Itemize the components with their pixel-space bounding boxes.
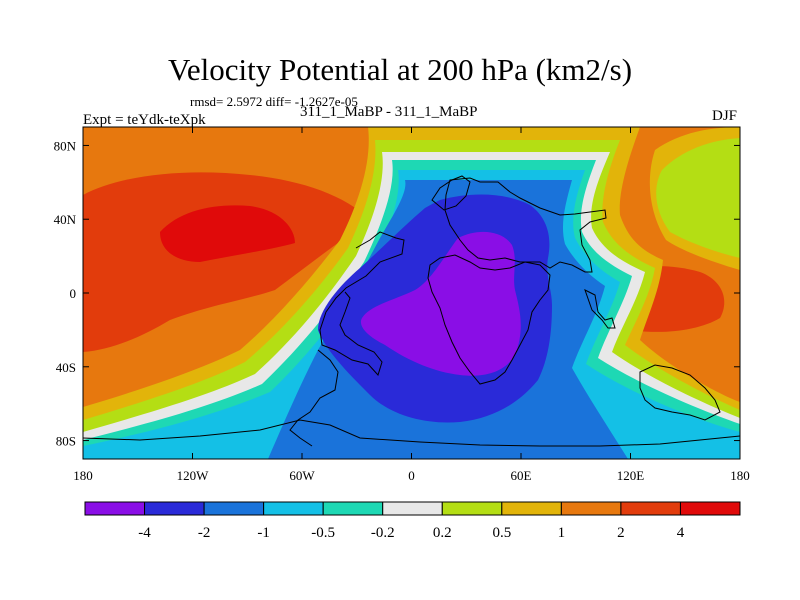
colorbar: -4 -2 -1 -0.5 -0.2 0.2 0.5 1 2 4 <box>84 501 741 541</box>
colorbar-swatch <box>203 501 265 516</box>
x-tick-label: 60W <box>289 468 315 483</box>
colorbar-swatch <box>322 501 384 516</box>
colorbar-swatch <box>144 501 205 516</box>
coastline-indonesia <box>584 289 616 329</box>
colorbar-swatch <box>501 501 562 516</box>
x-tick-label: 0 <box>408 468 415 483</box>
x-axis: 180 120W 60W 0 60E 120E 180 <box>73 127 750 483</box>
y-axis: 80N 40N 0 40S 80S <box>54 138 740 449</box>
colorbar-label: -4 <box>138 525 151 541</box>
colorbar-swatch <box>620 501 681 516</box>
y-tick-label: 80S <box>56 434 76 449</box>
colorbar-label: -1 <box>257 525 270 541</box>
x-tick-label: 180 <box>730 468 750 483</box>
colorbar-swatch <box>441 501 503 516</box>
contour-field <box>83 127 740 459</box>
colorbar-label: -0.5 <box>311 525 335 541</box>
colorbar-label: 2 <box>617 525 625 541</box>
colorbar-label: -0.2 <box>371 525 395 541</box>
colorbar-swatch <box>679 501 741 516</box>
case-label: 311_1_MaBP - 311_1_MaBP <box>300 104 478 120</box>
contour-fill-max-west <box>160 205 295 262</box>
coastline-antarctica <box>83 419 740 447</box>
y-tick-label: 40S <box>56 360 76 375</box>
coastline-greenland <box>431 175 471 211</box>
x-tick-label: 120W <box>177 468 210 483</box>
y-tick-label: 80N <box>54 138 77 153</box>
colorbar-label: 4 <box>677 525 685 541</box>
colorbar-label: 0.5 <box>492 525 511 541</box>
y-tick-label: 40N <box>54 212 77 227</box>
coastlines <box>83 175 740 447</box>
coastline-americas <box>289 231 405 447</box>
experiment-label: Expt = teYdk-teXpk <box>83 112 206 128</box>
colorbar-swatch <box>263 501 324 516</box>
contour-fill-gt4-west <box>83 172 370 352</box>
colorbar-swatch <box>560 501 622 516</box>
x-tick-label: 120E <box>617 468 645 483</box>
colorbar-swatch <box>84 501 146 516</box>
coastline-africa <box>427 254 551 385</box>
colorbar-label: 0.2 <box>433 525 452 541</box>
chart-title: Velocity Potential at 200 hPa (km2/s) <box>167 52 633 87</box>
colorbar-label: 1 <box>558 525 566 541</box>
colorbar-label: -2 <box>198 525 211 541</box>
coastline-australia <box>639 364 721 421</box>
coastline-eurasia <box>444 177 607 273</box>
stats-label: rmsd= 2.5972 diff= -1.2627e-05 <box>190 94 358 109</box>
contour-fill-05to1-east <box>656 138 740 258</box>
x-tick-label: 180 <box>73 468 93 483</box>
colorbar-swatch <box>382 501 443 516</box>
y-tick-label: 0 <box>70 286 77 301</box>
x-tick-label: 60E <box>511 468 532 483</box>
season-label: DJF <box>712 108 738 124</box>
